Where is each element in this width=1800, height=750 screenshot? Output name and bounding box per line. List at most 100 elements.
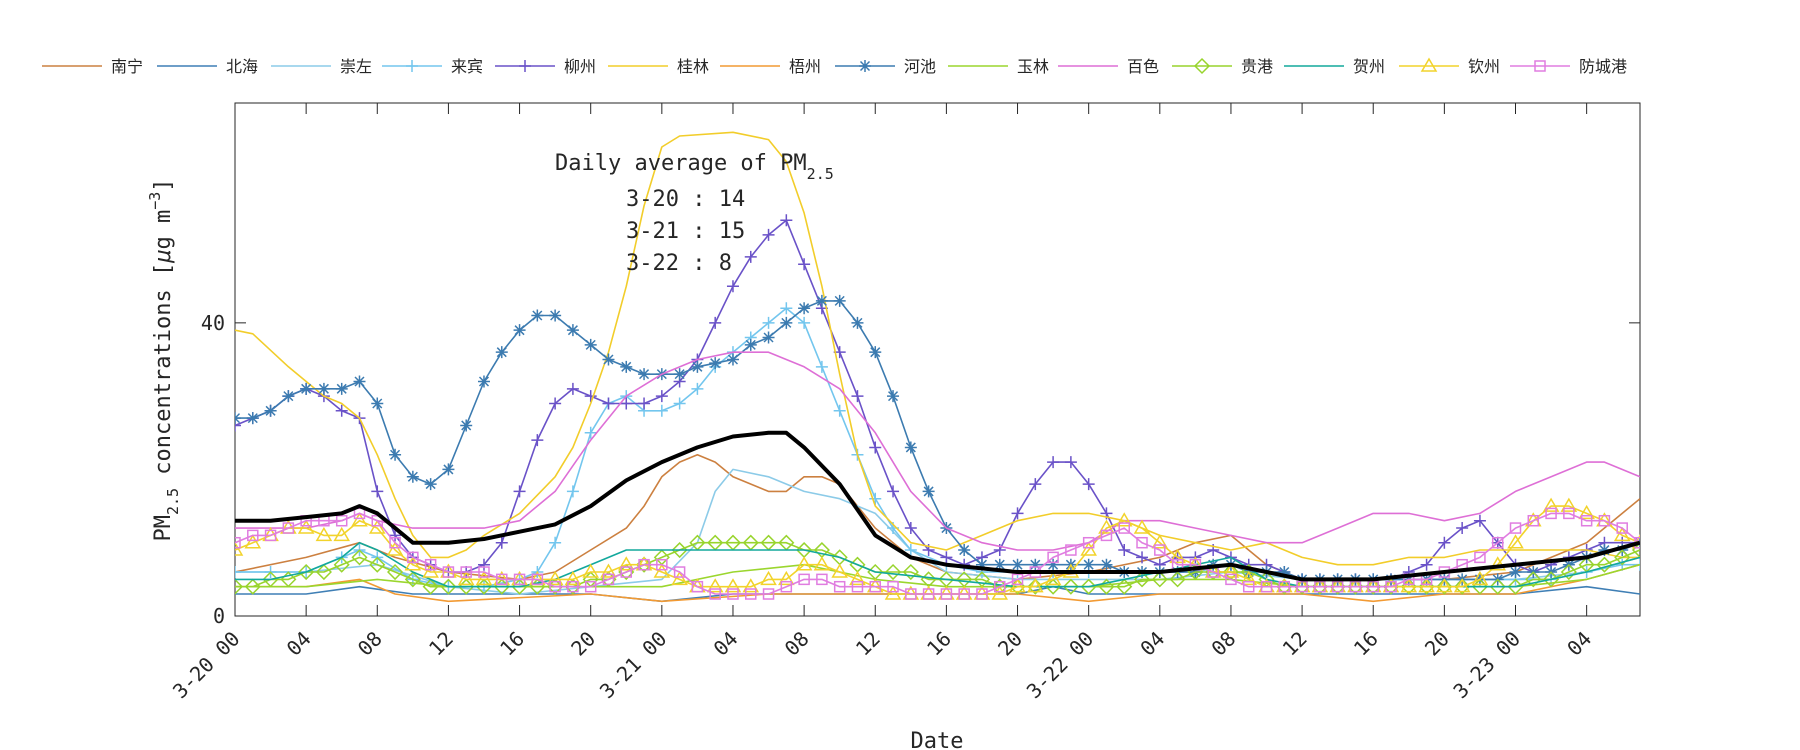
point-12-10 [404, 556, 422, 571]
point-7-59 [1278, 566, 1291, 579]
point-10-73 [1525, 571, 1542, 588]
point-12-29 [742, 578, 760, 593]
point-4-31 [780, 214, 793, 227]
point-13-48 [1082, 536, 1095, 549]
x-tick-label-3: 12 [424, 627, 458, 661]
legend-item-0: 南宁 [42, 57, 143, 76]
point-10-0 [235, 578, 244, 595]
legend-label-7: 河池 [904, 57, 936, 76]
legend-item-12: 钦州 [1399, 57, 1500, 76]
point-13-49 [1100, 529, 1113, 542]
point-12-50 [1115, 512, 1133, 527]
point-12-13 [457, 570, 475, 586]
annotation-title: Daily average of PM2.5 [555, 151, 834, 183]
point-13-29 [745, 588, 757, 600]
annotation-line-3: 3-22 : 8 [626, 251, 732, 276]
series-9 [235, 351, 1640, 551]
point-7-39 [922, 485, 935, 498]
x-tick-label-19: 04 [1562, 627, 1596, 661]
point-10-75 [1560, 563, 1577, 581]
point-7-30 [762, 331, 775, 344]
point-13-34 [833, 580, 846, 593]
point-13-64 [1367, 580, 1379, 593]
point-3-26 [815, 360, 828, 373]
point-12-8 [368, 519, 386, 534]
legend-item-3: 来宾 [382, 57, 483, 76]
point-7-41 [958, 544, 971, 557]
point-10-5 [315, 563, 332, 581]
legend-marker-3 [406, 60, 418, 72]
legend-item-1: 北海 [157, 57, 258, 76]
point-12-48 [1080, 541, 1097, 556]
point-7-0 [235, 412, 241, 425]
point-3-12 [566, 485, 579, 498]
x-tick-label-12: 3-22 00 [1022, 627, 1099, 704]
point-13-6 [335, 514, 348, 527]
point-4-20 [584, 390, 597, 403]
series-3 [235, 302, 1640, 593]
point-13-74 [1545, 507, 1557, 520]
point-7-5 [317, 382, 330, 395]
point-13-3 [282, 522, 295, 534]
point-12-74 [1542, 497, 1560, 512]
series-line-9 [235, 351, 1640, 551]
point-4-47 [1064, 456, 1077, 469]
point-12-51 [1133, 519, 1151, 534]
point-13-57 [1242, 580, 1255, 593]
point-4-50 [1118, 544, 1131, 557]
x-tick-label-18: 3-23 00 [1448, 627, 1525, 704]
point-10-2 [262, 571, 279, 588]
legend-label-1: 北海 [226, 57, 258, 76]
x-tick-label-15: 12 [1278, 627, 1312, 661]
y-label-unit: g m [151, 210, 176, 250]
point-12-53 [1169, 548, 1186, 564]
point-4-8 [371, 485, 384, 498]
point-10-11 [422, 578, 439, 595]
plot-frame [234, 102, 1641, 617]
point-12-27 [706, 578, 724, 593]
point-13-1 [247, 529, 259, 542]
point-7-46 [1047, 558, 1060, 571]
point-13-0 [235, 536, 241, 549]
point-10-74 [1543, 571, 1560, 588]
point-13-51 [1136, 536, 1148, 549]
point-13-37 [887, 580, 899, 593]
legend-item-11: 贺州 [1284, 57, 1385, 76]
y-label-mu: μ [151, 250, 176, 264]
point-13-72 [1509, 522, 1522, 534]
point-12-35 [849, 570, 866, 586]
point-13-26 [691, 580, 704, 593]
legend-label-2: 崇左 [340, 57, 372, 76]
point-4-69 [1456, 522, 1469, 535]
point-7-32 [798, 302, 811, 315]
point-12-7 [351, 512, 368, 527]
legend-label-8: 玉林 [1017, 57, 1049, 76]
point-13-33 [816, 573, 828, 586]
point-4-6 [335, 404, 348, 417]
legend-label-11: 贺州 [1353, 57, 1385, 76]
point-3-0 [235, 566, 241, 579]
point-4-68 [1438, 536, 1451, 549]
point-13-60 [1296, 580, 1308, 593]
point-3-23 [762, 316, 775, 329]
point-4-32 [798, 258, 811, 271]
point-10-25 [671, 541, 688, 559]
point-7-1 [246, 412, 259, 425]
point-4-22 [620, 397, 633, 410]
annotation-line-2: 3-21 : 15 [626, 219, 745, 244]
series-line-14 [235, 430, 1640, 582]
x-tick-label-1: 04 [282, 627, 316, 661]
point-10-8 [369, 556, 386, 573]
point-10-72 [1507, 578, 1524, 595]
point-10-9 [387, 563, 404, 581]
point-3-29 [869, 492, 882, 505]
point-12-76 [1578, 504, 1595, 520]
point-12-20 [582, 563, 600, 578]
legend-label-4: 柳州 [564, 57, 596, 76]
legend-label-0: 南宁 [111, 57, 143, 76]
point-12-37 [884, 585, 902, 600]
point-13-32 [798, 573, 810, 586]
point-13-36 [869, 580, 882, 593]
point-7-45 [1029, 558, 1042, 571]
point-4-44 [1011, 507, 1024, 520]
